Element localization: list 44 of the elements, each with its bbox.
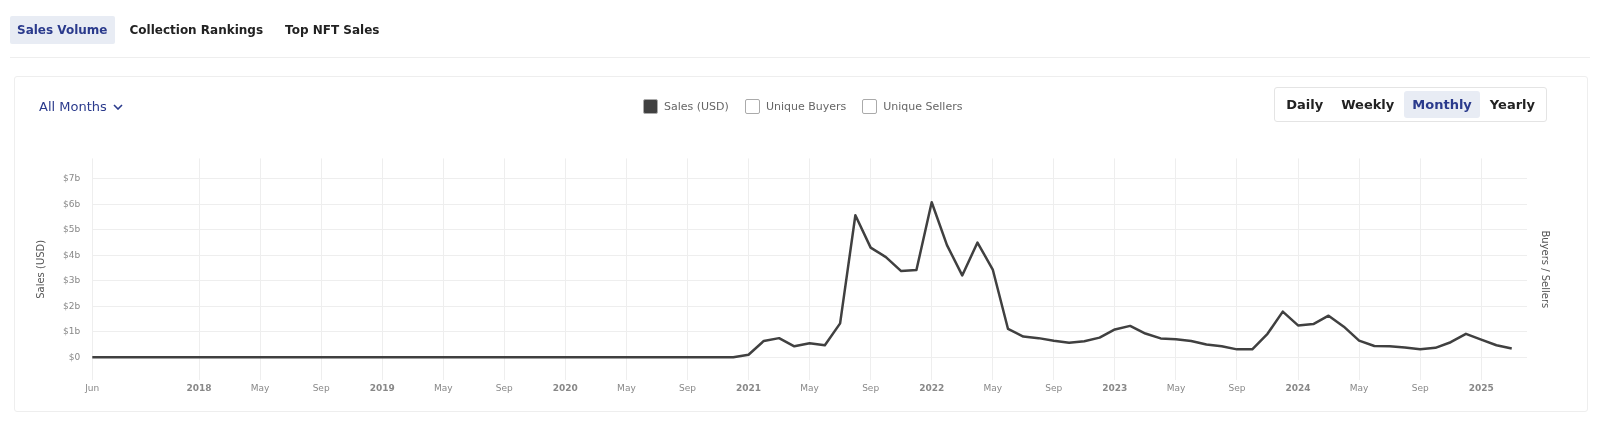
- x-tick-label: 2018: [186, 382, 212, 393]
- y-axis-title: Sales (USD): [34, 239, 46, 299]
- text: Monthly: [1404, 91, 1480, 118]
- x-tick-label: May: [1349, 382, 1370, 393]
- y-tick-label: $7b: [62, 173, 81, 184]
- y-tick-label: $3b: [62, 275, 81, 286]
- y-tick-label: $0: [68, 351, 81, 362]
- text: Weekly: [1340, 96, 1396, 114]
- text: Sales Volume: [10, 16, 115, 44]
- y2-axis-title: Buyers / Sellers: [1540, 230, 1552, 309]
- x-tick-label: Sep: [495, 382, 514, 393]
- x-tick-label: 2024: [1285, 382, 1311, 393]
- legend-label: Unique Sellers: [883, 100, 963, 113]
- x-tick-label: Sep: [1411, 382, 1429, 393]
- text: Yearly: [1488, 96, 1536, 114]
- x-tick-label: May: [250, 382, 271, 393]
- y-tick-label: $2b: [62, 300, 81, 311]
- y-tick-label: $5b: [62, 224, 81, 235]
- x-tick-label: Sep: [862, 382, 880, 393]
- x-tick-label: Jun: [84, 382, 100, 393]
- x-tick-label: Sep: [1045, 382, 1063, 393]
- x-tick-label: May: [433, 382, 454, 393]
- x-tick-label: May: [800, 382, 820, 393]
- legend-label: Sales (USD): [664, 100, 729, 113]
- x-tick-label: Sep: [678, 382, 697, 393]
- x-tick-label: 2020: [552, 382, 578, 393]
- x-tick-label: 2023: [1102, 382, 1128, 393]
- x-tick-label: May: [983, 382, 1003, 393]
- x-tick-label: Sep: [312, 382, 330, 393]
- x-tick-label: 2021: [735, 382, 762, 393]
- x-tick-label: 2022: [919, 382, 945, 393]
- text: All Months: [39, 99, 107, 114]
- text: Top NFT Sales: [284, 22, 381, 39]
- y-tick-label: $6b: [62, 198, 81, 209]
- y-tick-label: $1b: [62, 326, 81, 337]
- legend-label: Unique Buyers: [765, 100, 847, 113]
- text: Collection Rankings: [128, 22, 265, 39]
- text: Daily: [1285, 96, 1325, 114]
- x-tick-label: 2025: [1468, 382, 1494, 393]
- x-tick-label: 2019: [369, 382, 395, 393]
- x-tick-label: Sep: [1228, 382, 1246, 393]
- y-tick-label: $4b: [62, 249, 81, 260]
- x-tick-label: May: [617, 382, 637, 393]
- x-tick-label: May: [1166, 382, 1186, 393]
